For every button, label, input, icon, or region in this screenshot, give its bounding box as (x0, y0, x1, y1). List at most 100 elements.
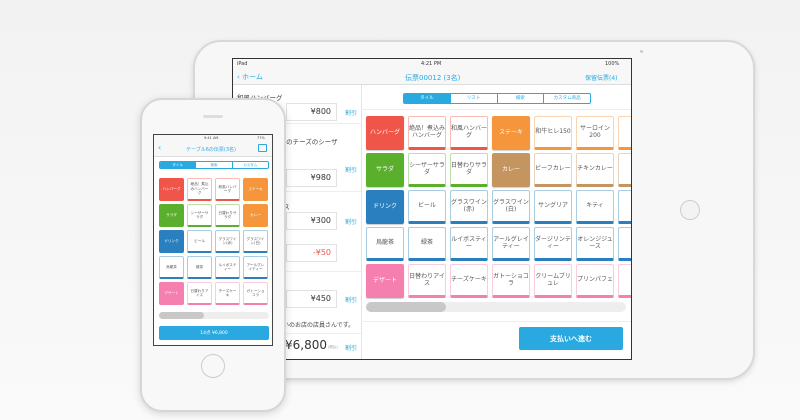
menu-tile[interactable] (618, 190, 631, 224)
tab-1[interactable]: リスト (449, 94, 497, 103)
back-chevron-icon[interactable]: ‹ (158, 143, 162, 152)
menu-tile[interactable]: 烏龍茶 (366, 227, 404, 261)
menu-tile[interactable]: 日替わりサラダ (215, 204, 240, 227)
divider (233, 123, 361, 124)
tab-2[interactable]: 検索 (496, 94, 544, 103)
ipad-camera (640, 50, 643, 53)
held-orders-link[interactable]: 保留伝票(4) (585, 75, 618, 82)
tab-0[interactable]: タイル (160, 162, 196, 168)
iphone-home-button[interactable] (201, 354, 225, 378)
checkout-button[interactable]: 14点 ¥6,800 (159, 326, 269, 340)
menu-tile[interactable]: カレー (243, 204, 268, 227)
page-title: テーブル6の伝票(3名) (186, 147, 236, 153)
order-total: ¥6,800 (285, 338, 327, 352)
menu-tile[interactable]: ビーフカレー (534, 153, 572, 187)
tray-icon[interactable] (258, 144, 267, 152)
horizontal-scrollbar[interactable] (366, 302, 626, 312)
menu-tile[interactable]: クリームブリュレ (534, 264, 572, 298)
total-discount-link[interactable]: 割引 (345, 345, 358, 352)
discount-amount-field[interactable]: -¥50 (286, 244, 337, 262)
scrollbar-thumb[interactable] (366, 302, 446, 312)
discount-link[interactable]: 割引 (345, 167, 358, 174)
menu-tile[interactable]: 絶品！煮込みハンバーグ (408, 116, 446, 150)
menu-tile[interactable]: 和牛ヒレ150 (534, 116, 572, 150)
menu-tile[interactable]: キティ (576, 190, 614, 224)
order-note: かいのお店の店員さんです。 (277, 322, 355, 329)
menu-tile[interactable]: グラスワイン(赤) (215, 230, 240, 253)
price-field[interactable]: ¥450 (286, 290, 337, 308)
status-time: 9:41 AM (204, 136, 219, 140)
menu-tile[interactable]: グラスワイン(白) (492, 190, 530, 224)
menu-tile[interactable]: ドリンク (366, 190, 404, 224)
menu-tile[interactable]: サングリア (534, 190, 572, 224)
menu-tile[interactable]: ハンバーグ (159, 178, 184, 201)
proceed-to-payment-button[interactable]: 支払いへ進む (519, 327, 623, 350)
menu-tile[interactable]: チーズケーキ (215, 282, 240, 305)
ipad-home-button[interactable] (680, 200, 700, 220)
menu-tile[interactable]: ステーキ (243, 178, 268, 201)
menu-tile[interactable]: チキンカレー (576, 153, 614, 187)
menu-tile[interactable]: デザート (366, 264, 404, 298)
menu-tile[interactable]: プリンパフェ (576, 264, 614, 298)
menu-tile[interactable]: ガトーショコラ (243, 282, 268, 305)
menu-tile[interactable]: ルイボスティー (450, 227, 488, 261)
discount-link[interactable]: 割引 (345, 110, 358, 117)
menu-tile[interactable]: ハンバーグ (366, 116, 404, 150)
menu-tile[interactable]: オ (618, 227, 631, 261)
menu-tile[interactable]: シーザーサラダ (408, 153, 446, 187)
price-field[interactable]: ¥300 (286, 212, 337, 230)
menu-tile[interactable]: チーズケーキ (450, 264, 488, 298)
menu-tile[interactable]: 緑茶 (408, 227, 446, 261)
menu-tile[interactable]: 日替わりアイス (187, 282, 212, 305)
chevron-left-icon: ‹ (237, 73, 240, 81)
menu-tile[interactable]: アールグレイティー (492, 227, 530, 261)
iphone-header (154, 135, 272, 157)
menu-tile[interactable]: グラスワイン(白) (243, 230, 268, 253)
menu-tile[interactable]: サラダ (159, 204, 184, 227)
divider (233, 333, 361, 334)
menu-tile[interactable]: 日替わりサラダ (450, 153, 488, 187)
menu-tile[interactable]: ビール (408, 190, 446, 224)
menu-tile[interactable]: 和風ハンバーグ (450, 116, 488, 150)
price-field[interactable]: ¥980 (286, 169, 337, 187)
menu-tile[interactable]: デザート (159, 282, 184, 305)
menu-tile[interactable]: 烏龍茶 (159, 256, 184, 279)
price-field[interactable]: ¥800 (286, 103, 337, 121)
menu-tile[interactable]: シーザーサラダ (187, 204, 212, 227)
divider (361, 109, 631, 110)
menu-tile[interactable]: サ (618, 116, 631, 150)
menu-tile[interactable]: サーロイン200 (576, 116, 614, 150)
discount-link[interactable]: 割引 (345, 297, 358, 304)
view-segmented-control: タイル リスト 検索 カスタム商品 (403, 93, 591, 104)
menu-tile[interactable]: チ (618, 264, 631, 298)
menu-tile[interactable]: カレー (492, 153, 530, 187)
menu-tile[interactable]: 絶品！煮込みハンバーグ (187, 178, 212, 201)
menu-tile[interactable]: ビール (187, 230, 212, 253)
divider (361, 85, 362, 359)
menu-tile[interactable]: サラダ (366, 153, 404, 187)
iphone-screen: 9:41 AM 77% ‹ テーブル6の伝票(3名) タイル 検索 カスタム ハンバ… (153, 134, 273, 346)
tab-2[interactable]: カスタム (231, 162, 268, 168)
back-button[interactable]: ‹ ホーム (237, 72, 263, 82)
tab-0[interactable]: タイル (404, 94, 450, 103)
menu-tile[interactable]: 和風ハンバーグ (215, 178, 240, 201)
status-device: iPad (237, 61, 248, 67)
tab-1[interactable]: 検索 (195, 162, 231, 168)
menu-tile[interactable]: オレンジジュース (576, 227, 614, 261)
tab-3[interactable]: カスタム商品 (543, 94, 590, 103)
menu-tile[interactable]: グ (618, 153, 631, 187)
iphone-speaker (203, 115, 223, 118)
menu-tile[interactable]: ドリンク (159, 230, 184, 253)
discount-link[interactable]: 割引 (345, 219, 358, 226)
menu-tile[interactable]: グラスワイン(赤) (450, 190, 488, 224)
menu-tile[interactable]: ダージリンティー (534, 227, 572, 261)
menu-tile[interactable]: ステーキ (492, 116, 530, 150)
menu-tile[interactable]: ルイボスティー (215, 256, 240, 279)
horizontal-scrollbar[interactable] (159, 312, 269, 319)
scrollbar-thumb[interactable] (159, 312, 204, 319)
menu-tile[interactable]: ガトーショコラ (492, 264, 530, 298)
menu-tile[interactable]: 日替わりアイス (408, 264, 446, 298)
menu-tile[interactable]: アールグレイティー (243, 256, 268, 279)
menu-tile[interactable]: 緑茶 (187, 256, 212, 279)
status-battery: 77% (257, 136, 265, 140)
